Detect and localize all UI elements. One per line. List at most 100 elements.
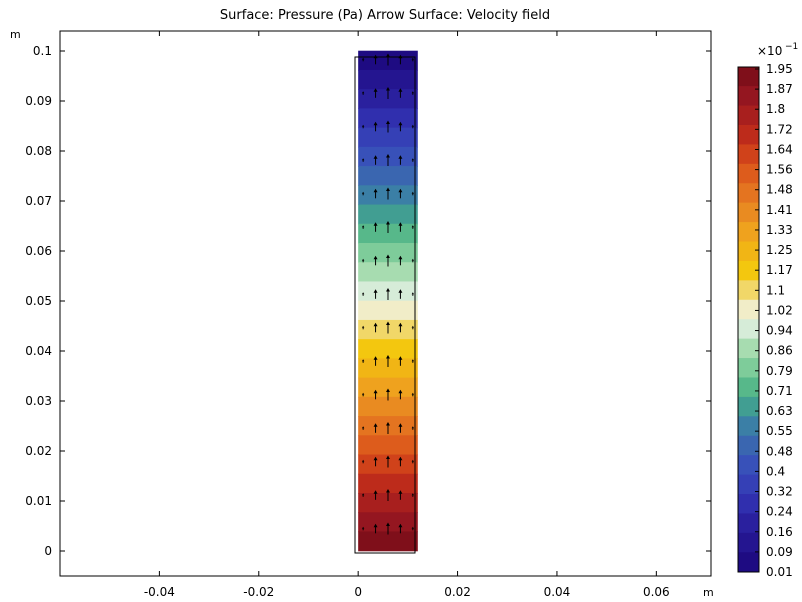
y-tick-label: 0.01 — [25, 494, 52, 508]
colorbar-label: 0.94 — [766, 324, 793, 338]
colorbar-swatch — [738, 513, 759, 534]
colorbar-label: 0.4 — [766, 464, 785, 478]
velocity-arrow — [373, 523, 378, 534]
velocity-arrow — [398, 222, 403, 232]
colorbar-swatch — [738, 494, 759, 515]
velocity-arrow — [361, 359, 365, 363]
colorbar-swatch — [738, 338, 759, 359]
colorbar-label: 0.01 — [766, 565, 793, 579]
x-axis-ticks: -0.04 -0.02 0 0.02 0.04 0.06 — [144, 31, 670, 599]
x-tick-label: 0 — [354, 585, 362, 599]
velocity-arrow — [385, 221, 390, 233]
velocity-arrow — [361, 493, 365, 497]
colorbar-swatch — [738, 377, 759, 398]
velocity-arrow — [385, 388, 390, 401]
velocity-arrow — [361, 57, 365, 62]
colorbar-label: 0.63 — [766, 404, 793, 418]
velocity-arrow — [398, 188, 403, 199]
colorbar-swatch — [738, 86, 759, 107]
colorbar-label: 0.71 — [766, 384, 793, 398]
y-tick-label: 0.02 — [25, 444, 52, 458]
velocity-arrow — [398, 121, 403, 132]
velocity-arrow — [411, 392, 415, 397]
velocity-arrow — [361, 225, 365, 229]
colorbar-label: 1.87 — [766, 82, 793, 96]
velocity-arrow — [398, 155, 403, 165]
velocity-arrow — [385, 422, 390, 434]
colorbar-label: 1.1 — [766, 283, 785, 297]
colorbar: 1.95 1.87 1.8 1.72 1.64 1.56 1.48 1.41 1.33 1.25 1… — [738, 62, 793, 579]
x-tick-label: 0.04 — [544, 585, 571, 599]
y-tick-label: 0.06 — [25, 244, 52, 258]
pressure-band — [358, 512, 418, 533]
colorbar-label: 1.17 — [766, 263, 793, 277]
pressure-band — [358, 339, 418, 359]
velocity-arrow — [373, 322, 378, 333]
colorbar-swatch — [738, 66, 759, 87]
pressure-band — [358, 204, 418, 225]
velocity-arrow — [373, 121, 378, 132]
velocity-arrows — [361, 53, 415, 535]
colorbar-swatch — [738, 280, 759, 301]
velocity-arrow — [398, 322, 403, 333]
x-tick-label: -0.04 — [144, 585, 175, 599]
velocity-arrow — [385, 120, 390, 133]
colorbar-label: 1.33 — [766, 223, 793, 237]
colorbar-frame — [737, 66, 760, 573]
pressure-band — [358, 473, 418, 494]
velocity-arrow — [361, 459, 365, 464]
colorbar-multiplier-base: ×10 — [757, 44, 782, 58]
colorbar-swatch — [738, 474, 759, 495]
velocity-arrow — [385, 254, 390, 267]
velocity-arrow — [398, 88, 403, 98]
velocity-arrow — [411, 225, 415, 229]
colorbar-swatch — [738, 299, 759, 320]
pressure-band — [358, 108, 418, 129]
velocity-arrow — [373, 356, 378, 366]
pressure-band — [358, 531, 418, 552]
colorbar-swatch — [738, 552, 759, 573]
colorbar-swatch — [738, 202, 759, 223]
pressure-band — [358, 435, 418, 456]
velocity-arrow — [385, 522, 390, 535]
velocity-arrow — [398, 490, 403, 500]
velocity-arrow — [373, 423, 378, 433]
colorbar-swatch — [738, 241, 759, 262]
colorbar-swatch — [738, 144, 759, 165]
colorbar-label: 1.48 — [766, 183, 793, 197]
colorbar-swatch — [738, 396, 759, 417]
colorbar-swatch — [738, 222, 759, 243]
velocity-arrow — [373, 289, 378, 299]
y-tick-label: 0.04 — [25, 344, 52, 358]
velocity-arrow — [411, 459, 415, 464]
colorbar-label: 0.48 — [766, 444, 793, 458]
velocity-arrow — [411, 258, 415, 263]
velocity-arrow — [361, 258, 365, 263]
velocity-arrow — [385, 321, 390, 334]
pressure-band — [358, 223, 418, 244]
velocity-arrow — [373, 155, 378, 165]
pressure-band — [358, 166, 418, 186]
colorbar-label: 1.41 — [766, 203, 793, 217]
velocity-arrow — [411, 191, 415, 196]
colorbar-label: 0.79 — [766, 364, 793, 378]
chart-title: Surface: Pressure (Pa) Arrow Surface: Ve… — [220, 8, 550, 23]
velocity-arrow — [385, 288, 390, 300]
x-tick-label: 0.02 — [444, 585, 471, 599]
velocity-arrow — [385, 355, 390, 367]
velocity-arrow — [373, 255, 378, 266]
velocity-arrow — [411, 91, 415, 95]
y-tick-label: 0.08 — [25, 144, 52, 158]
velocity-arrow — [411, 124, 415, 129]
x-axis-unit: m — [703, 586, 714, 599]
colorbar-label: 0.55 — [766, 424, 793, 438]
velocity-arrow — [398, 389, 403, 400]
velocity-arrow — [411, 493, 415, 497]
velocity-arrow — [411, 292, 415, 296]
pressure-band — [358, 127, 418, 148]
velocity-arrow — [373, 88, 378, 98]
velocity-arrow — [361, 526, 365, 531]
colorbar-multiplier-exponent: −1 — [785, 42, 798, 52]
velocity-arrow — [373, 490, 378, 500]
